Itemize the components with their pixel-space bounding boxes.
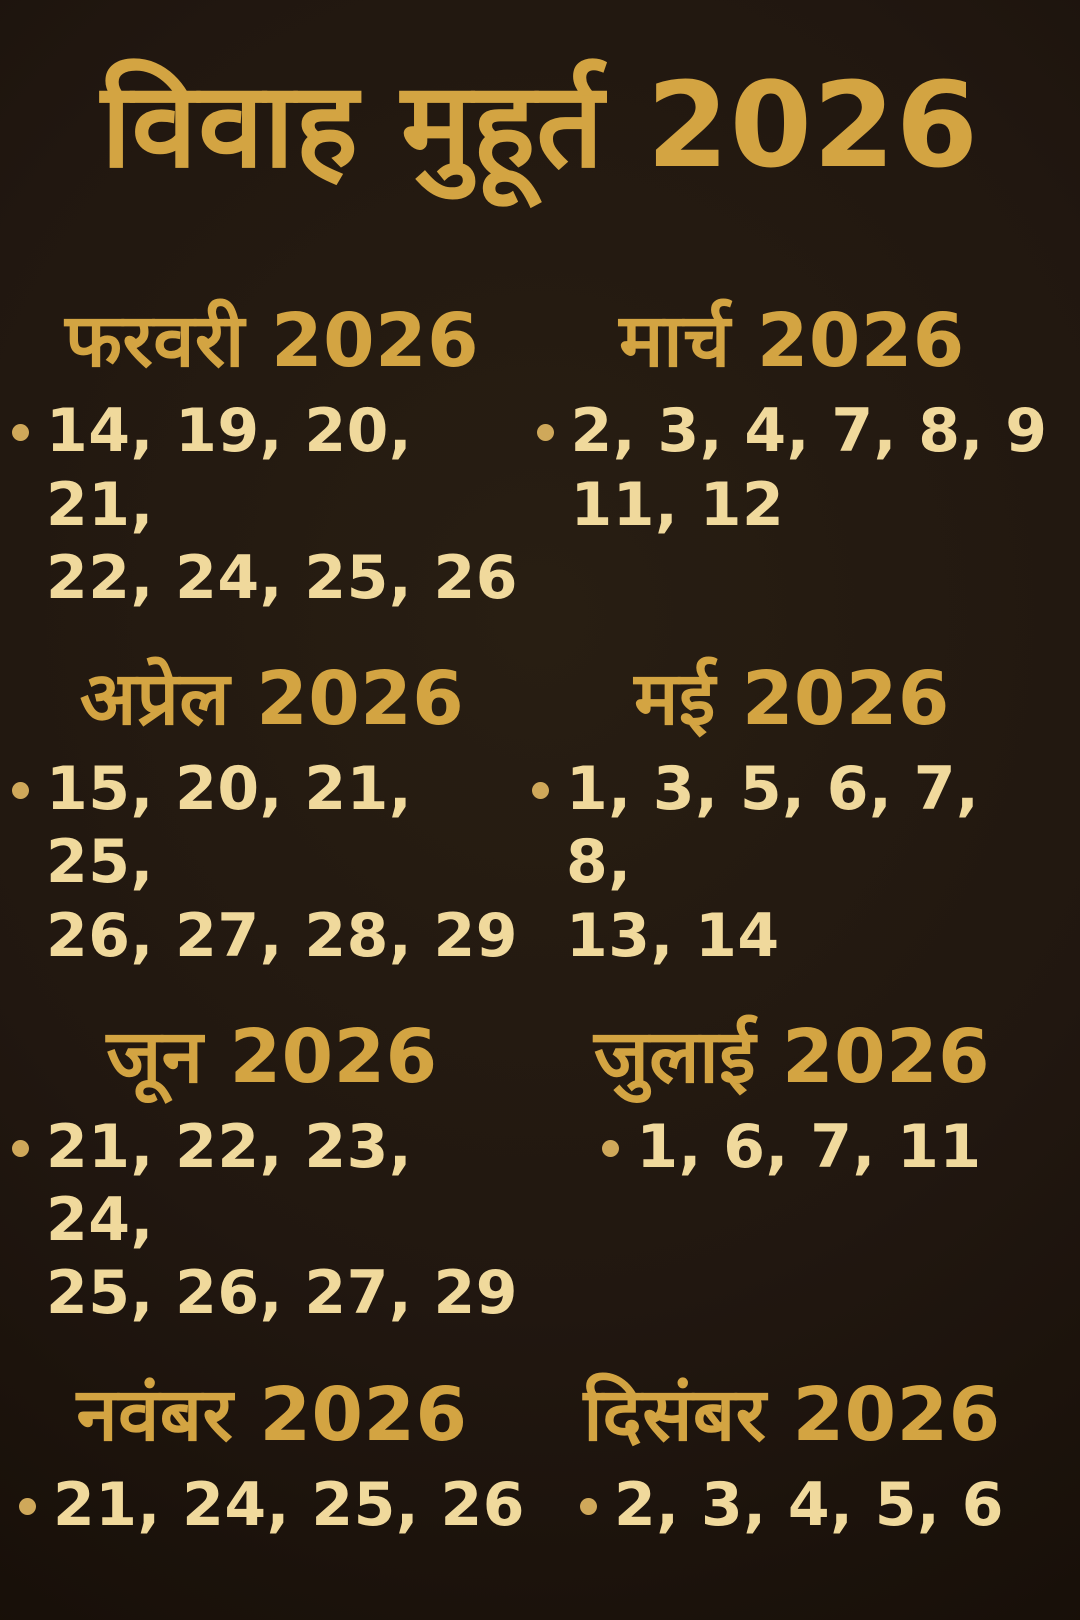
- dates-line: 26, 27, 28, 29: [46, 900, 519, 971]
- dates-line: 1, 3, 5, 6, 7, 8,: [566, 754, 980, 898]
- dates-text: 21, 22, 23, 24, 25, 26, 27, 29: [46, 1111, 532, 1331]
- month-heading: मई 2026: [634, 656, 950, 743]
- dates-line: 13, 14: [566, 900, 780, 971]
- bullet-dot-icon: [12, 782, 29, 800]
- month-heading: जुलाई 2026: [593, 1013, 991, 1100]
- month-section-march: मार्च 2026 2, 3, 4, 7, 8, 9 11, 12: [532, 293, 1052, 615]
- month-heading: नवंबर 2026: [76, 1371, 468, 1458]
- month-section-may: मई 2026 1, 3, 5, 6, 7, 8, 13, 14: [532, 651, 1052, 973]
- page-title: विवाह मुहूर्त 2026: [100, 56, 980, 194]
- dates-list: 2, 3, 4, 7, 8, 9 11, 12: [536, 395, 1048, 541]
- dates-text: 15, 20, 21, 25, 26, 27, 28, 29: [46, 753, 532, 973]
- dates-line: 2, 3, 4, 7, 8, 9: [570, 396, 1048, 467]
- dates-text: 21, 24, 25, 26: [53, 1469, 525, 1542]
- dates-line: 15, 20, 21, 25,: [46, 754, 413, 898]
- month-section-july: जुलाई 2026 1, 6, 7, 11: [532, 1009, 1052, 1331]
- dates-line: 14, 19, 20, 21,: [46, 396, 413, 540]
- bullet-dot-icon: [532, 782, 549, 800]
- bullet-dot-icon: [602, 1139, 620, 1157]
- dates-line: 25, 26, 27, 29: [46, 1258, 519, 1329]
- dates-line: 1, 6, 7, 11: [636, 1111, 982, 1182]
- dates-text: 2, 3, 4, 7, 8, 9 11, 12: [571, 395, 1048, 541]
- bullet-dot-icon: [18, 1497, 36, 1515]
- month-heading: दिसंबर 2026: [583, 1371, 1001, 1458]
- month-heading: मार्च 2026: [619, 298, 965, 385]
- dates-list: 1, 6, 7, 11: [602, 1111, 981, 1184]
- dates-list: 14, 19, 20, 21, 22, 24, 25, 26: [12, 395, 532, 615]
- months-grid: फरवरी 2026 14, 19, 20, 21, 22, 24, 25, 2…: [0, 293, 1080, 1542]
- month-section-december: दिसंबर 2026 2, 3, 4, 5, 6: [532, 1367, 1052, 1542]
- month-section-february: फरवरी 2026 14, 19, 20, 21, 22, 24, 25, 2…: [12, 293, 532, 615]
- month-section-june: जून 2026 21, 22, 23, 24, 25, 26, 27, 29: [12, 1009, 532, 1331]
- bullet-dot-icon: [580, 1497, 598, 1515]
- dates-text: 1, 3, 5, 6, 7, 8, 13, 14: [566, 753, 1052, 973]
- dates-line: 22, 24, 25, 26: [46, 542, 519, 613]
- dates-line: 21, 24, 25, 26: [52, 1469, 526, 1540]
- dates-text: 1, 6, 7, 11: [636, 1111, 981, 1184]
- dates-list: 21, 22, 23, 24, 25, 26, 27, 29: [12, 1111, 532, 1331]
- dates-list: 1, 3, 5, 6, 7, 8, 13, 14: [532, 753, 1052, 973]
- dates-line: 21, 22, 23, 24,: [46, 1111, 413, 1256]
- month-section-april: अप्रेल 2026 15, 20, 21, 25, 26, 27, 28, …: [12, 651, 532, 973]
- month-heading: अप्रेल 2026: [79, 656, 465, 743]
- dates-list: 21, 24, 25, 26: [18, 1469, 525, 1542]
- dates-line: 2, 3, 4, 5, 6: [614, 1469, 1004, 1540]
- dates-list: 15, 20, 21, 25, 26, 27, 28, 29: [12, 753, 532, 973]
- bullet-dot-icon: [12, 1139, 29, 1157]
- bullet-dot-icon: [12, 424, 29, 442]
- dates-text: 2, 3, 4, 5, 6: [614, 1469, 1004, 1542]
- month-heading: जून 2026: [106, 1013, 438, 1100]
- dates-list: 2, 3, 4, 5, 6: [580, 1469, 1004, 1542]
- month-heading: फरवरी 2026: [64, 298, 480, 385]
- dates-line: 11, 12: [570, 469, 785, 540]
- month-section-november: नवंबर 2026 21, 24, 25, 26: [12, 1367, 532, 1542]
- dates-text: 14, 19, 20, 21, 22, 24, 25, 26: [46, 395, 532, 615]
- bullet-dot-icon: [536, 424, 554, 442]
